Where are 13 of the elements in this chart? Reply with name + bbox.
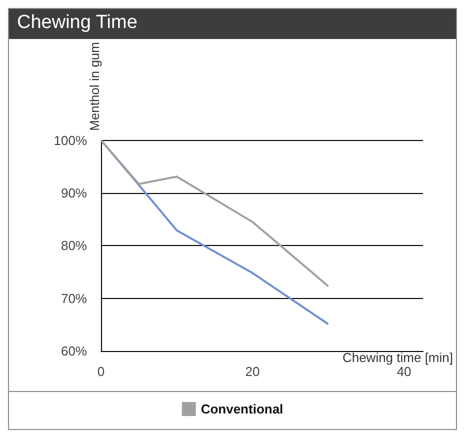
x-tick-label: 0: [97, 364, 105, 379]
y-tick-label: 90%: [60, 185, 88, 200]
x-tick-label: 40: [396, 364, 412, 379]
y-tick-label: 80%: [60, 238, 88, 254]
legend-label: Conventional: [200, 402, 284, 416]
x-tick-label: 20: [245, 364, 260, 379]
chart-title: Chewing Time: [9, 9, 456, 39]
y-tick-label: 100%: [54, 132, 88, 148]
y-axis-title: Menthol in gum: [87, 42, 102, 131]
x-axis-title: Chewing time [min]: [342, 350, 453, 365]
y-tick-label: 60%: [60, 344, 88, 358]
y-tick-label: 70%: [60, 290, 88, 306]
line-series: [100, 139, 330, 288]
